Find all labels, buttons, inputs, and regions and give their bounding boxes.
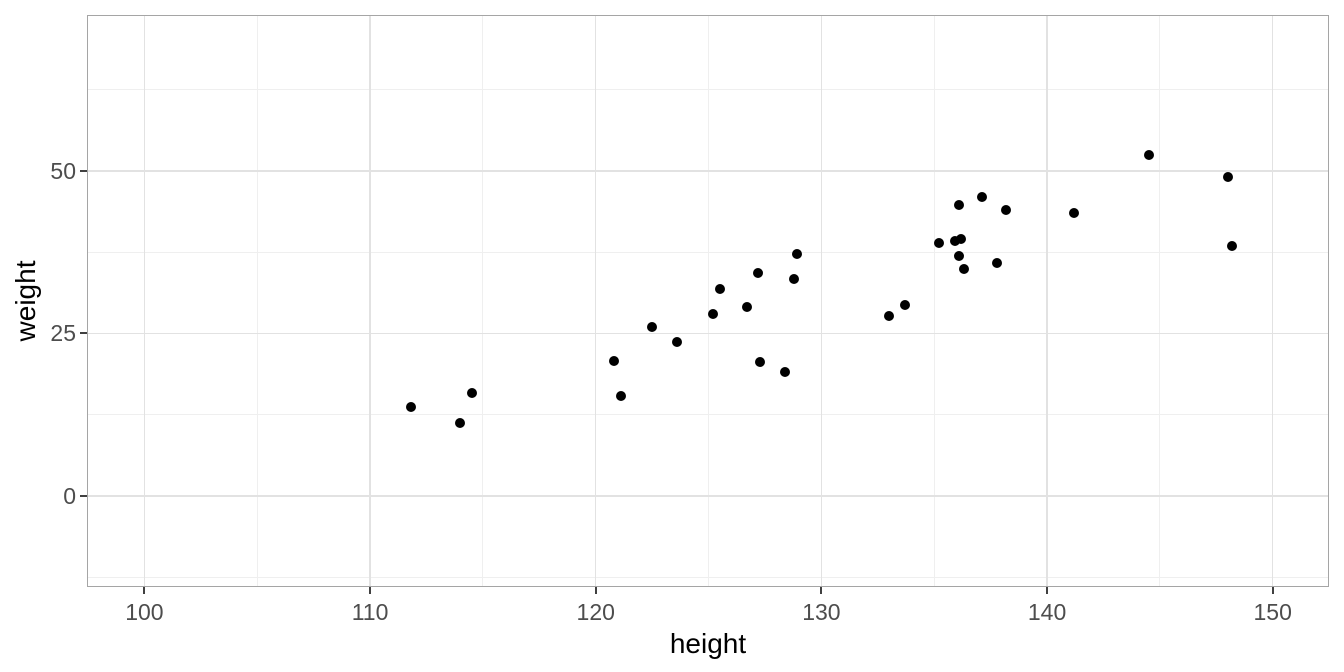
- x-tick-label-110: 110: [351, 599, 389, 625]
- x-tick-label-130: 130: [802, 599, 841, 625]
- data-point: [1069, 207, 1080, 218]
- grid-major-x-120: [594, 16, 597, 586]
- data-point: [647, 321, 658, 332]
- data-point: [949, 235, 960, 246]
- x-tick-label-100: 100: [125, 599, 164, 625]
- data-point: [954, 200, 965, 211]
- x-tick-100: [143, 587, 146, 594]
- grid-minor-x-135: [933, 16, 935, 586]
- data-point: [976, 192, 987, 202]
- grid-minor-y-12.5: [88, 414, 1328, 416]
- data-point: [708, 308, 719, 319]
- x-tick-120: [594, 587, 597, 594]
- grid-major-x-110: [369, 16, 371, 586]
- data-point: [608, 355, 619, 366]
- data-point: [1222, 171, 1233, 182]
- x-tick-150: [1271, 587, 1274, 594]
- grid-major-x-100: [143, 16, 146, 586]
- data-point: [405, 401, 416, 412]
- data-point: [992, 258, 1003, 269]
- grid-minor-y--12.5: [88, 576, 1328, 578]
- x-axis-title: height: [669, 628, 747, 659]
- y-tick-50: [80, 170, 87, 172]
- data-point: [755, 357, 766, 368]
- grid-minor-x-105: [256, 16, 258, 586]
- plot-panel: [88, 16, 1328, 586]
- x-tick-130: [820, 587, 823, 594]
- grid-major-x-150: [1271, 16, 1274, 586]
- data-point: [954, 250, 965, 261]
- grid-major-y-25: [88, 332, 1328, 335]
- data-point: [1143, 149, 1154, 160]
- data-point: [753, 268, 764, 279]
- y-tick-label-0: 0: [63, 482, 76, 509]
- y-tick-label-25: 25: [50, 320, 76, 347]
- data-point: [714, 283, 725, 294]
- grid-major-x-130: [820, 16, 823, 586]
- data-point: [956, 233, 967, 244]
- grid-minor-x-125: [708, 16, 710, 586]
- data-point: [933, 237, 944, 248]
- grid-minor-x-145: [1159, 16, 1161, 586]
- grid-minor-y-62.5: [88, 89, 1328, 91]
- data-point: [615, 390, 626, 401]
- x-tick-110: [369, 587, 372, 594]
- data-point: [466, 387, 477, 398]
- grid-minor-y-37.5: [88, 251, 1328, 253]
- data-point: [899, 299, 910, 310]
- y-axis-title: weight: [10, 260, 41, 342]
- data-point: [958, 263, 969, 274]
- x-tick-label-150: 150: [1253, 599, 1292, 625]
- y-tick-label-50: 50: [50, 158, 76, 184]
- data-point: [791, 249, 802, 260]
- y-tick-25: [80, 332, 87, 335]
- grid-major-y-50: [88, 170, 1328, 172]
- grid-minor-x-115: [482, 16, 484, 586]
- y-tick-0: [80, 494, 87, 497]
- data-point: [789, 273, 800, 284]
- x-tick-label-120: 120: [576, 599, 615, 625]
- data-point: [1001, 205, 1012, 215]
- data-point: [884, 310, 895, 321]
- data-point: [741, 302, 752, 313]
- data-point: [1227, 240, 1238, 251]
- grid-major-x-140: [1046, 16, 1048, 586]
- x-tick-140: [1046, 587, 1049, 594]
- data-point: [671, 336, 682, 347]
- data-point: [780, 367, 791, 378]
- x-tick-label-140: 140: [1027, 599, 1067, 625]
- data-point: [455, 418, 466, 429]
- grid-major-y-0: [88, 495, 1328, 497]
